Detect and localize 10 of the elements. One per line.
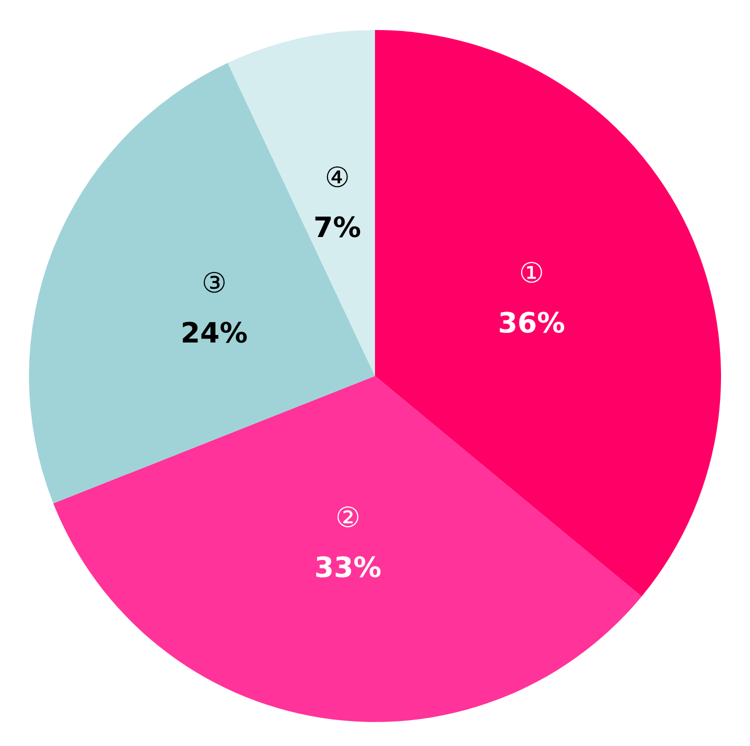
data-label: 24% (180, 316, 248, 350)
data-label: 36% (498, 306, 566, 340)
slice-label: ② (335, 500, 360, 534)
slice-label: ① (518, 256, 544, 290)
data-label: 7% (313, 211, 362, 244)
data-label: 33% (314, 550, 382, 584)
slice-label: ③ (202, 266, 227, 300)
pie-slice (29, 62, 375, 504)
slice-label: ④ (324, 161, 350, 194)
pie-slice (53, 376, 642, 722)
